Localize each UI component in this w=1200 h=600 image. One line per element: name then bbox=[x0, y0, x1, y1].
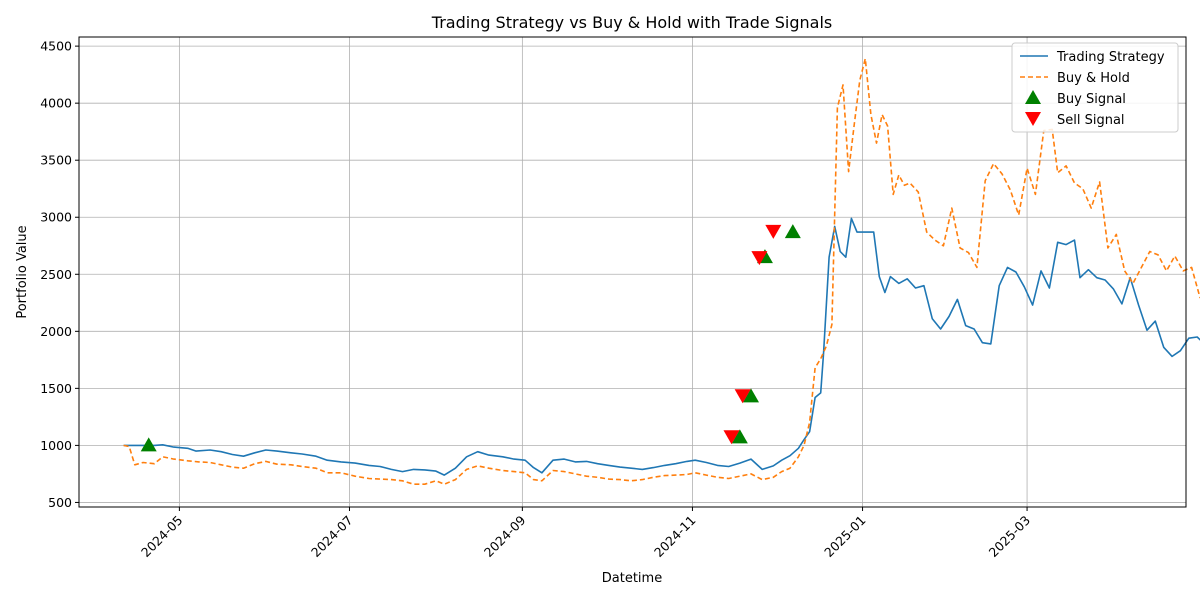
y-tick-label: 500 bbox=[48, 495, 72, 510]
legend-label-buy-hold: Buy & Hold bbox=[1057, 71, 1130, 86]
buy-signal-marker bbox=[140, 437, 157, 452]
y-axis: 500 1000 1500 2000 2500 3000 3500 4000 4500 bbox=[40, 39, 79, 510]
sell-signal-marker bbox=[765, 224, 782, 239]
legend-label-trading-strategy: Trading Strategy bbox=[1056, 50, 1165, 65]
y-tick-label: 3500 bbox=[40, 153, 72, 168]
y-tick-label: 3000 bbox=[40, 210, 72, 225]
y-axis-label: Portfolio Value bbox=[15, 225, 30, 318]
series-line-buy-hold bbox=[123, 57, 1200, 485]
legend-label-sell-signal: Sell Signal bbox=[1057, 113, 1125, 128]
y-tick-label: 1000 bbox=[40, 438, 72, 453]
legend-label-buy-signal: Buy Signal bbox=[1057, 92, 1126, 107]
y-tick-label: 2000 bbox=[40, 324, 72, 339]
buy-signal-marker bbox=[784, 224, 801, 239]
series-line-trading-strategy bbox=[123, 217, 1200, 476]
y-tick-label: 2500 bbox=[40, 267, 72, 282]
plot-frame bbox=[78, 36, 1187, 508]
grid bbox=[79, 37, 1186, 507]
y-tick-label: 4000 bbox=[40, 96, 72, 111]
x-axis-label: Datetime bbox=[602, 571, 662, 586]
legend-swatch-buy-signal bbox=[1025, 90, 1041, 104]
y-tick-label: 4500 bbox=[40, 39, 72, 54]
plot-area bbox=[123, 57, 1200, 485]
chart-title: Trading Strategy vs Buy & Hold with Trad… bbox=[431, 13, 832, 32]
legend: Trading Strategy Buy & Hold Buy Signal S… bbox=[1011, 42, 1179, 133]
y-tick-label: 1500 bbox=[40, 381, 72, 396]
legend-swatch-sell-signal bbox=[1025, 112, 1041, 126]
buy-signal-marker bbox=[731, 429, 748, 444]
sell-signal-marker bbox=[723, 430, 740, 445]
sell-signal-marker bbox=[734, 389, 751, 404]
buy-signal-marker bbox=[743, 388, 760, 403]
sell-signal-marker bbox=[751, 251, 768, 266]
legend-frame bbox=[1011, 42, 1179, 133]
